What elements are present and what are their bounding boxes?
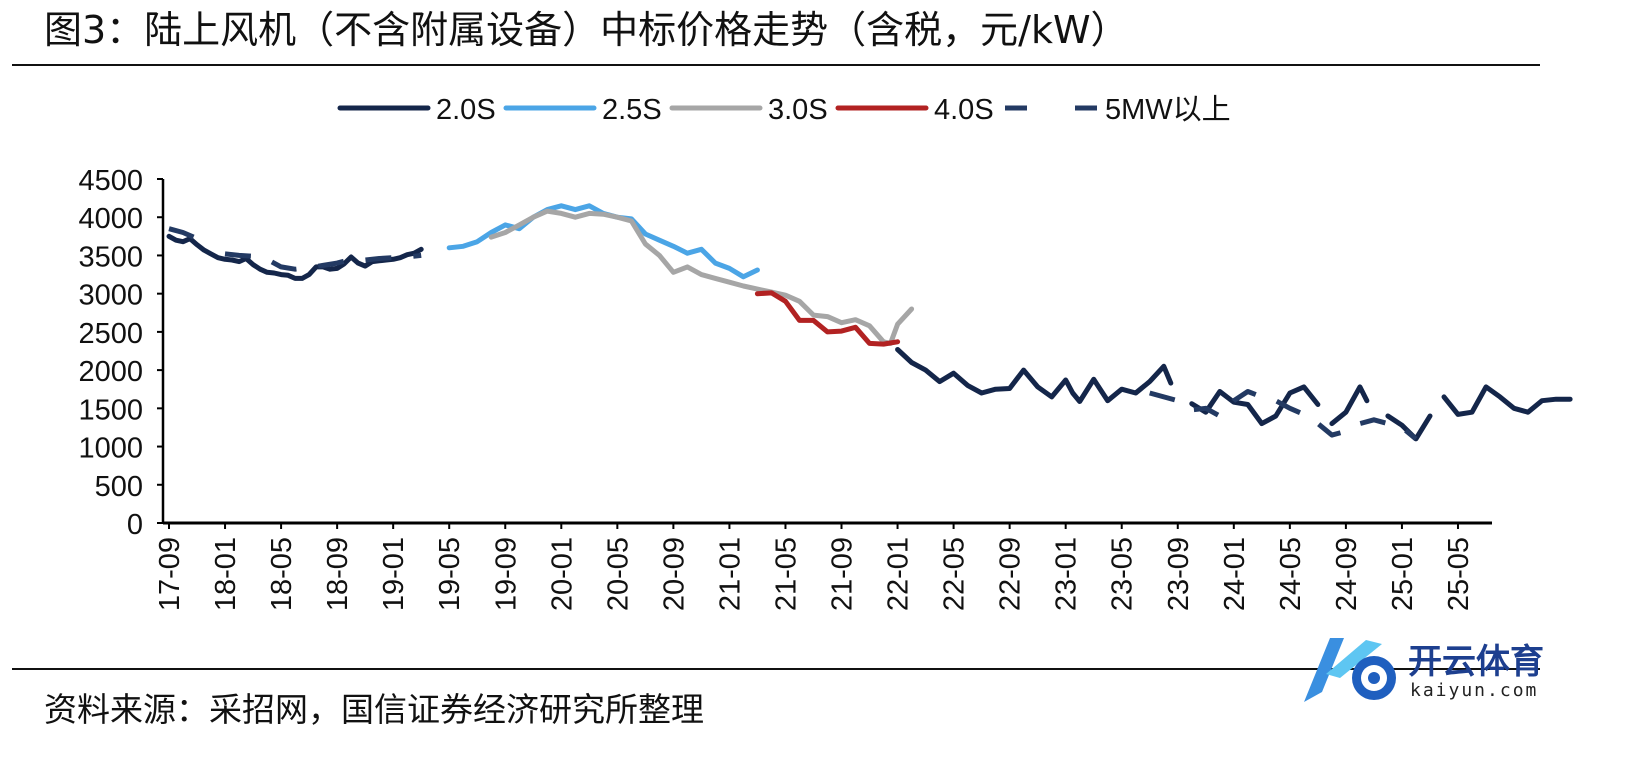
series-lines <box>166 203 1573 442</box>
x-tick-label: 18-01 <box>210 537 242 611</box>
x-tick-label: 23-01 <box>1051 537 1083 611</box>
legend-label: 2.0S <box>436 94 496 126</box>
x-tick-label: 19-09 <box>490 537 522 611</box>
series-line-2.0S <box>1441 384 1573 417</box>
watermark-logo-icon <box>1304 638 1396 702</box>
series-line-4.0S <box>754 290 901 347</box>
legend-label: 3.0S <box>768 94 828 126</box>
y-tick-label: 2500 <box>78 318 143 350</box>
x-tick-label: 21-05 <box>770 537 802 611</box>
y-tick-label: 2000 <box>78 356 143 388</box>
series-line-3.0S <box>488 208 915 346</box>
source-note: 资料来源：采招网，国信证券经济研究所整理 <box>44 690 704 729</box>
x-tick-label: 23-05 <box>1107 537 1139 611</box>
x-tick-label: 21-09 <box>827 537 859 611</box>
bottom-divider <box>12 668 1540 670</box>
series-line-5MW以上 <box>224 251 422 272</box>
x-tick-label: 20-01 <box>546 537 578 611</box>
x-tick-label: 23-09 <box>1163 537 1195 611</box>
x-tick-label: 19-01 <box>378 537 410 611</box>
x-tick-label: 25-05 <box>1443 537 1475 611</box>
series-line-2.0S <box>1329 384 1370 427</box>
y-tick-label: 1500 <box>78 394 143 426</box>
watermark-url: kaiyun.com <box>1410 680 1539 701</box>
legend-label: 4.0S <box>934 94 994 126</box>
watermark: 开云体育 kaiyun.com <box>1296 630 1556 710</box>
x-tick-label: 24-05 <box>1275 537 1307 611</box>
x-tick-label: 21-01 <box>714 537 746 611</box>
legend-label: 2.5S <box>602 94 662 126</box>
y-tick-label: 4000 <box>78 203 143 235</box>
y-tick-label: 0 <box>127 509 143 541</box>
x-tick-label: 25-01 <box>1387 537 1419 611</box>
x-tick-label: 18-05 <box>266 537 298 611</box>
y-tick-label: 3000 <box>78 280 143 312</box>
y-tick-label: 500 <box>95 471 143 503</box>
watermark-text: 开云体育 <box>1408 642 1544 682</box>
legend-label: 5MW以上 <box>1105 94 1231 126</box>
page-title: 图3：陆上风机（不含附属设备）中标价格走势（含税，元/kW） <box>44 8 1129 52</box>
series-line-2.0S <box>1189 384 1321 427</box>
x-tick-label: 17-09 <box>154 537 186 611</box>
y-tick-label: 4500 <box>78 165 143 197</box>
x-tick-label: 22-05 <box>939 537 971 611</box>
y-tick-label: 1000 <box>78 433 143 465</box>
x-tick-label: 20-09 <box>658 537 690 611</box>
axes: 0 500 1000 1500 2000 2500 3000 3500 4000 4500 17-0… <box>78 165 1492 611</box>
legend: 2.0S 2.5S 3.0S 4.0S 5MW以上 <box>337 94 1231 126</box>
x-tick-label: 18-09 <box>322 537 354 611</box>
series-line-5MW以上 <box>168 226 198 241</box>
y-tick-label: 3500 <box>78 241 143 273</box>
x-tick-label: 19-05 <box>434 537 466 611</box>
series-line-5MW以上 <box>1149 389 1418 441</box>
x-tick-label: 24-09 <box>1331 537 1363 611</box>
x-tick-label: 20-05 <box>602 537 634 611</box>
x-tick-label: 24-01 <box>1219 537 1251 611</box>
x-tick-label: 22-01 <box>883 537 915 611</box>
top-divider <box>12 64 1540 66</box>
series-line-2.0S <box>895 347 1174 404</box>
x-tick-label: 22-09 <box>995 537 1027 611</box>
